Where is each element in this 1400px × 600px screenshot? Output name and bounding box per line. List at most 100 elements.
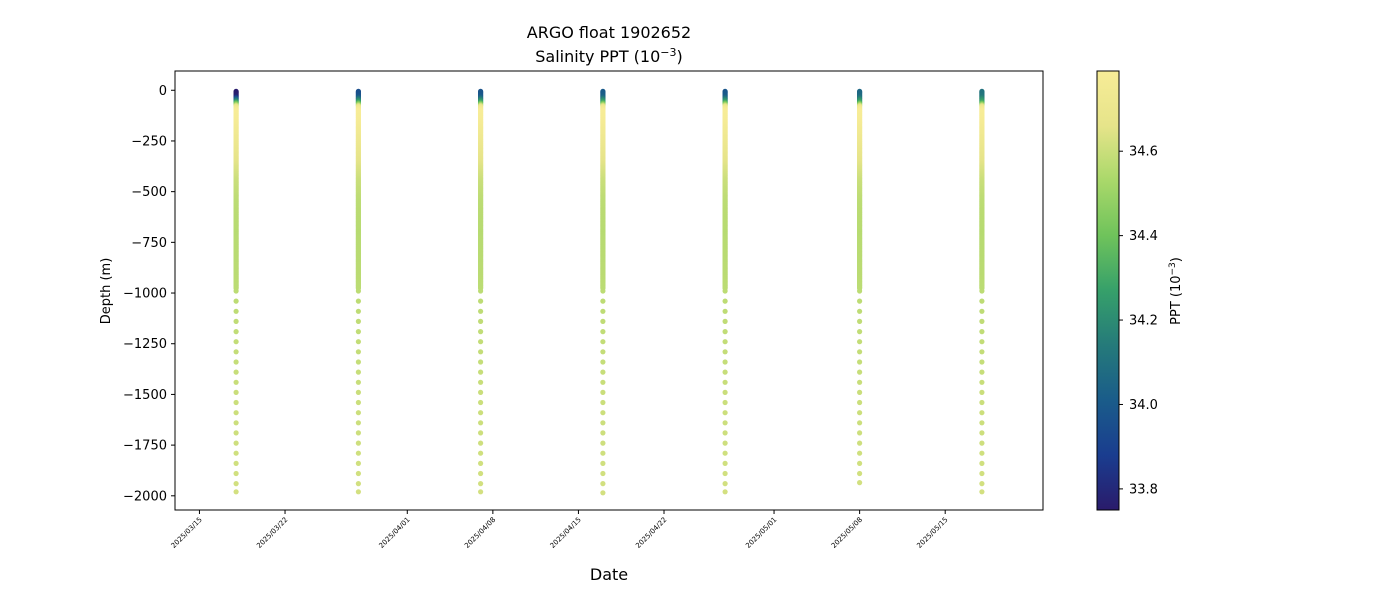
data-point (979, 489, 985, 495)
data-point (478, 308, 484, 314)
data-point (355, 481, 361, 487)
data-point (600, 318, 606, 324)
y-tick-label: −1500 (123, 388, 167, 403)
data-point (722, 308, 728, 314)
data-point (600, 430, 606, 436)
data-point (233, 318, 239, 324)
y-tick-label: −250 (131, 134, 167, 149)
data-point (857, 399, 863, 406)
data-point (857, 339, 863, 345)
data-point (857, 369, 863, 375)
data-point (722, 440, 728, 446)
colorbar-tick-label: 34.2 (1129, 314, 1158, 329)
data-point (355, 349, 361, 355)
data-point (478, 349, 484, 355)
data-point (478, 450, 484, 456)
data-point (857, 430, 863, 436)
data-point (233, 379, 239, 385)
data-point (355, 379, 361, 385)
x-tick-label: 2025/04/15 (549, 516, 583, 550)
data-point (979, 329, 985, 335)
data-point (233, 410, 239, 416)
data-point (478, 288, 484, 294)
data-point (722, 460, 728, 466)
chart-subtitle-end: ) (677, 47, 683, 66)
data-point (478, 420, 484, 426)
y-tick-label: −1250 (123, 337, 167, 352)
data-point (478, 379, 484, 385)
data-point (722, 349, 728, 355)
data-point (233, 489, 239, 495)
data-point (478, 430, 484, 436)
data-point (233, 329, 239, 335)
data-point (979, 339, 985, 345)
data-point (857, 460, 863, 466)
colorbar-tick-label: 34.0 (1129, 398, 1158, 413)
data-point (857, 308, 863, 314)
colorbar-label-end: ) (1169, 257, 1184, 262)
colorbar-ticks: 33.8 34.0 34.2 34.4 34.6 (1119, 145, 1158, 497)
data-point (979, 470, 985, 477)
data-point (355, 440, 361, 446)
data-point (478, 298, 484, 304)
data-point (233, 460, 239, 466)
y-axis-ticks: 0 −250 −500 −750 −1000 −1250 −1500 −1750 −2000 (123, 84, 175, 504)
data-point (355, 298, 361, 304)
data-point (233, 430, 239, 436)
data-point (857, 288, 863, 294)
data-point (979, 430, 985, 436)
data-point (857, 470, 863, 477)
data-point (722, 379, 728, 385)
data-point (478, 339, 484, 345)
data-point (478, 440, 484, 446)
data-point (722, 389, 728, 395)
data-point (355, 389, 361, 395)
data-point (600, 288, 606, 294)
data-point (233, 349, 239, 355)
data-point (355, 410, 361, 416)
data-point (233, 339, 239, 345)
data-point (722, 369, 728, 375)
data-point (478, 329, 484, 335)
data-point (979, 420, 985, 426)
colorbar-label-main: PPT (10 (1169, 275, 1184, 324)
data-point (478, 481, 484, 487)
colorbar-tick-label: 34.6 (1129, 145, 1158, 160)
data-point (979, 460, 985, 466)
y-tick-label: −500 (131, 185, 167, 200)
colorbar-tick-label: 34.4 (1129, 229, 1158, 244)
data-point (979, 298, 985, 304)
data-point (857, 349, 863, 355)
data-point (857, 318, 863, 324)
data-point (722, 298, 728, 304)
data-point (979, 288, 985, 294)
data-point (857, 298, 863, 304)
data-point (355, 430, 361, 436)
data-point (600, 379, 606, 385)
chart-subtitle-exponent: −3 (660, 46, 676, 59)
data-point (355, 420, 361, 426)
y-tick-label: −750 (131, 236, 167, 251)
x-tick-label: 2025/03/15 (170, 516, 204, 550)
data-point (478, 410, 484, 416)
data-point (979, 410, 985, 416)
x-axis-label: Date (590, 565, 628, 584)
chart-subtitle-main: Salinity PPT (10 (535, 47, 660, 66)
data-point (600, 339, 606, 345)
data-point (600, 450, 606, 456)
colorbar: 33.8 34.0 34.2 34.4 34.6 PPT (10−3) (1096, 70, 1184, 511)
data-point (857, 480, 863, 486)
data-point (478, 399, 484, 406)
data-point (478, 369, 484, 375)
data-point (722, 329, 728, 335)
data-point (722, 359, 728, 365)
data-point (478, 460, 484, 466)
data-point (233, 369, 239, 375)
chart-title: ARGO float 1902652 (527, 23, 691, 42)
data-point (233, 308, 239, 314)
data-point (722, 489, 728, 495)
data-points (233, 88, 985, 496)
colorbar-tick-label: 33.8 (1129, 482, 1158, 497)
data-point (600, 440, 606, 446)
